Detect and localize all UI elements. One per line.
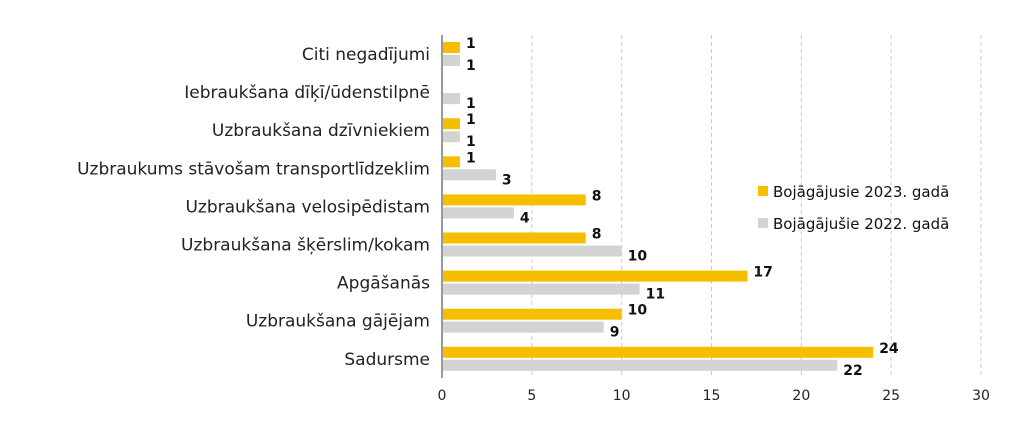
bar-2023	[443, 194, 586, 206]
data-label: 17	[753, 265, 772, 281]
bar-2022	[443, 245, 622, 257]
category-label: Uzbraukšana šķērslim/kokam	[181, 236, 430, 256]
legend-swatch-2023	[758, 186, 768, 196]
category-label: Iebraukšana dīķī/ūdenstilpnē	[184, 83, 430, 103]
data-label: 1	[466, 134, 476, 150]
bar-2023	[443, 42, 460, 53]
bar-2022	[443, 359, 838, 371]
bar-2023	[443, 346, 874, 358]
bar-2022	[443, 283, 640, 295]
category-label: Uzbraukums stāvošam transportlīdzeklim	[77, 159, 430, 179]
data-label: 8	[592, 227, 602, 243]
data-label: 1	[466, 58, 476, 74]
data-label: 3	[502, 172, 512, 188]
legend-swatch-2022	[758, 218, 768, 228]
bar-2023	[443, 156, 460, 168]
category-label: Citi negadījumi	[302, 45, 430, 65]
bar-2023	[443, 308, 622, 320]
data-label: 1	[466, 112, 476, 128]
data-label: 10	[628, 249, 648, 265]
category-label: Uzbraukšana velosipēdistam	[185, 197, 430, 217]
bar-2023	[443, 118, 460, 130]
category-label: Sadursme	[344, 350, 430, 370]
bar-2022	[443, 207, 514, 219]
data-label: 24	[879, 341, 899, 357]
x-tick-label: 10	[613, 388, 631, 404]
x-tick-label: 5	[527, 388, 536, 404]
legend-label-2022: Bojāgājušie 2022. gadā	[773, 215, 949, 233]
x-tick-label: 15	[703, 388, 721, 404]
data-label: 1	[466, 36, 476, 52]
x-tick-label: 25	[882, 388, 900, 404]
data-label: 22	[843, 363, 862, 379]
category-label: Apgāšanās	[337, 274, 430, 294]
category-label: Uzbraukšana dzīvniekiem	[212, 121, 430, 141]
data-label: 11	[646, 287, 665, 303]
x-tick-label: 0	[438, 388, 447, 404]
bar-2022	[443, 131, 460, 143]
data-label: 4	[520, 210, 530, 226]
bar-2022	[443, 93, 460, 105]
bar-2023	[443, 270, 748, 282]
data-label: 1	[466, 96, 476, 112]
bar-2022	[443, 169, 496, 181]
legend-label-2023: Bojāgājusie 2023. gadā	[773, 183, 949, 201]
x-tick-label: 30	[972, 388, 990, 404]
category-label: Uzbraukšana gājējam	[246, 312, 430, 332]
bar-2022	[443, 55, 460, 66]
data-label: 10	[628, 303, 648, 319]
x-tick-label: 20	[792, 388, 810, 404]
data-label: 9	[610, 325, 620, 341]
bar-2022	[443, 321, 604, 333]
data-label: 8	[592, 188, 602, 204]
bar-2023	[443, 232, 586, 244]
data-label: 1	[466, 150, 476, 166]
